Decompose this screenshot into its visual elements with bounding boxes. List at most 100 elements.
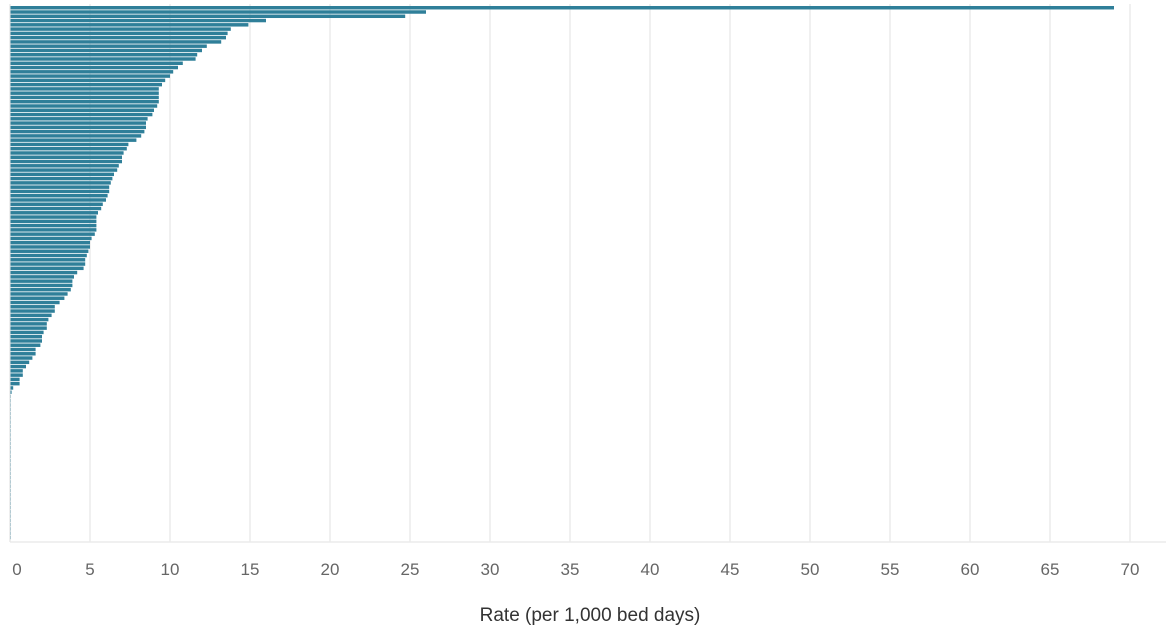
bar <box>10 104 158 108</box>
bar <box>10 270 78 275</box>
x-tick-label: 30 <box>481 560 500 579</box>
bar <box>10 138 137 142</box>
bar <box>10 193 108 198</box>
bar <box>10 313 52 318</box>
bar <box>10 211 98 215</box>
bar <box>10 159 122 164</box>
bar <box>10 206 102 211</box>
bar <box>10 198 106 202</box>
bar <box>10 172 114 177</box>
bar <box>10 377 20 382</box>
bar <box>10 330 44 335</box>
bar <box>10 87 159 91</box>
bar <box>10 266 84 271</box>
bar <box>10 305 55 309</box>
bar <box>10 125 146 130</box>
bar <box>10 31 228 36</box>
bar <box>10 70 174 74</box>
x-tick-label: 25 <box>401 560 420 579</box>
bar <box>10 253 87 258</box>
x-tick-label: 40 <box>641 560 660 579</box>
x-tick-label: 20 <box>321 560 340 579</box>
bar <box>10 112 153 117</box>
bar <box>10 91 159 95</box>
bar <box>10 35 226 40</box>
bar <box>10 6 1114 10</box>
bar <box>10 129 145 134</box>
bar <box>10 279 73 283</box>
bar <box>10 48 202 53</box>
bar <box>10 78 166 83</box>
bar <box>10 18 266 23</box>
bar <box>10 223 97 228</box>
bar <box>10 181 111 185</box>
bar <box>10 40 222 44</box>
bar <box>10 146 127 151</box>
bar <box>10 57 196 61</box>
bar <box>10 283 73 288</box>
bar <box>10 236 92 241</box>
bar <box>10 108 154 112</box>
bar <box>10 121 146 125</box>
bar <box>10 44 207 48</box>
bar <box>10 249 89 253</box>
bar <box>10 309 55 313</box>
bars <box>10 6 1114 540</box>
bar <box>10 168 118 172</box>
bar <box>10 95 159 100</box>
bar <box>10 360 30 365</box>
bar <box>10 373 23 377</box>
bar <box>10 390 12 394</box>
bar <box>10 296 65 300</box>
bar <box>10 300 60 305</box>
bar <box>10 176 113 181</box>
x-tick-label: 35 <box>561 560 580 579</box>
bar <box>10 258 86 262</box>
bar <box>10 151 124 155</box>
bar <box>10 10 426 14</box>
x-tick-label: 5 <box>85 560 94 579</box>
bar <box>10 317 49 322</box>
bar <box>10 219 97 224</box>
bar <box>10 240 90 245</box>
bar <box>10 61 183 66</box>
bar <box>10 14 406 19</box>
bar <box>10 275 74 279</box>
x-tick-label: 60 <box>961 560 980 579</box>
x-tick-label: 45 <box>721 560 740 579</box>
bar <box>10 364 26 369</box>
bar <box>10 185 110 189</box>
bar <box>10 287 71 292</box>
x-tick-label: 55 <box>881 560 900 579</box>
bar <box>10 189 110 194</box>
bar <box>10 322 47 326</box>
bar <box>10 27 231 31</box>
bar <box>10 352 36 356</box>
bar <box>10 381 20 386</box>
bar <box>10 343 41 347</box>
x-tick-label: 15 <box>241 560 260 579</box>
bar <box>10 164 119 168</box>
bar <box>10 232 95 236</box>
x-tick-label: 0 <box>12 560 21 579</box>
bar <box>10 292 68 296</box>
bar <box>10 245 90 249</box>
x-tick-label: 10 <box>161 560 180 579</box>
bar <box>10 155 122 159</box>
x-tick-label: 70 <box>1121 560 1140 579</box>
bar <box>10 262 86 266</box>
bar <box>10 334 42 339</box>
bar <box>10 82 162 87</box>
bar <box>10 99 159 104</box>
bar <box>10 228 97 232</box>
bar <box>10 356 33 360</box>
bar <box>10 23 249 27</box>
x-axis-title: Rate (per 1,000 bed days) <box>480 605 701 626</box>
bar <box>10 215 97 219</box>
bar <box>10 52 198 57</box>
bar <box>10 326 47 330</box>
bar <box>10 117 148 121</box>
x-tick-label: 50 <box>801 560 820 579</box>
bar <box>10 202 103 206</box>
